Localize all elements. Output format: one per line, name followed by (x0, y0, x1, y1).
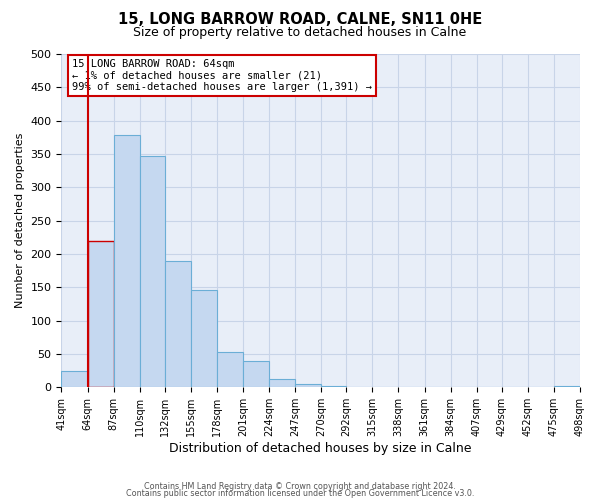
Text: Contains HM Land Registry data © Crown copyright and database right 2024.: Contains HM Land Registry data © Crown c… (144, 482, 456, 491)
Text: 15, LONG BARROW ROAD, CALNE, SN11 0HE: 15, LONG BARROW ROAD, CALNE, SN11 0HE (118, 12, 482, 28)
Text: Contains public sector information licensed under the Open Government Licence v3: Contains public sector information licen… (126, 488, 474, 498)
Bar (140, 156, 164, 388)
Bar (346, 386, 373, 388)
Bar (425, 386, 451, 388)
Bar (321, 386, 346, 388)
Bar (554, 386, 580, 388)
Text: Size of property relative to detached houses in Calne: Size of property relative to detached ho… (133, 26, 467, 39)
Bar (398, 386, 425, 388)
Bar (61, 370, 88, 388)
Bar (88, 240, 113, 388)
Bar (451, 386, 477, 388)
Bar (295, 384, 321, 388)
Bar (217, 352, 243, 388)
Y-axis label: Number of detached properties: Number of detached properties (15, 133, 25, 308)
Text: 15 LONG BARROW ROAD: 64sqm
← 1% of detached houses are smaller (21)
99% of semi-: 15 LONG BARROW ROAD: 64sqm ← 1% of detac… (72, 59, 372, 92)
Bar (164, 260, 191, 388)
Bar (269, 380, 295, 388)
Bar (243, 360, 269, 388)
X-axis label: Distribution of detached houses by size in Calne: Distribution of detached houses by size … (169, 442, 472, 455)
Bar (191, 290, 217, 388)
Bar (113, 136, 140, 388)
Bar (373, 386, 398, 388)
